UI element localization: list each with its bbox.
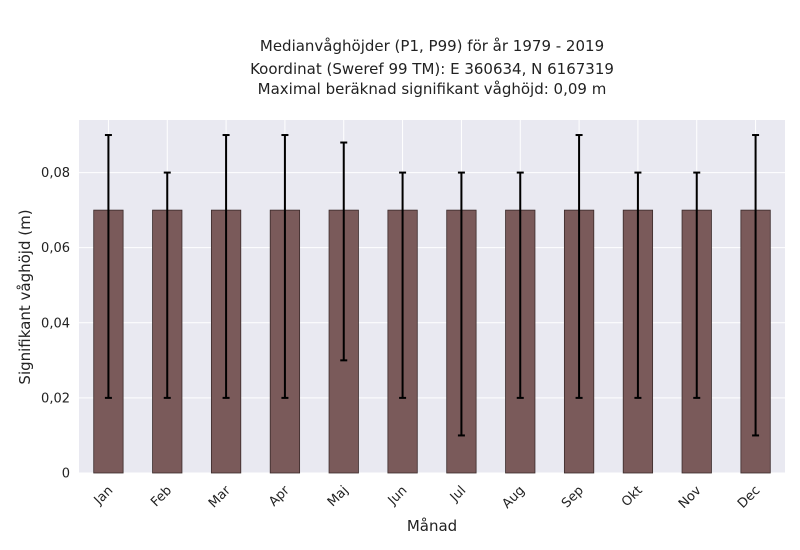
- x-tick-label: Mar: [206, 483, 234, 511]
- x-tick-label: Maj: [325, 483, 352, 510]
- x-tick-label: Dec: [735, 483, 763, 511]
- x-tick-label: Jun: [385, 483, 411, 509]
- y-tick-label: 0,04: [41, 316, 70, 331]
- error-bar-jan: [104, 134, 112, 399]
- error-bar-aug: [516, 171, 524, 399]
- y-tick-label: 0,06: [41, 241, 70, 256]
- error-bar-apr: [281, 134, 289, 399]
- error-bar-jun: [399, 171, 407, 399]
- x-axis-label: Månad: [407, 517, 457, 535]
- title-line-3: Maximal beräknad signifikant våghöjd: 0,…: [258, 80, 607, 98]
- y-axis-label: Signifikant våghöjd (m): [16, 209, 34, 384]
- error-bar-sep: [575, 134, 583, 399]
- error-bar-feb: [163, 171, 171, 399]
- plot-area: [79, 120, 785, 473]
- error-bar-nov: [693, 171, 701, 399]
- error-bar-jul: [457, 171, 465, 437]
- x-tick-label: Aug: [500, 483, 529, 512]
- x-tick-label: Sep: [559, 483, 587, 511]
- y-axis-ticks: 0 0,02 0,04 0,06 0,08: [41, 166, 70, 481]
- x-tick-label: Feb: [148, 483, 175, 510]
- y-tick-label: 0: [62, 467, 70, 482]
- error-bar-dec: [752, 134, 760, 437]
- title-line-2: Koordinat (Sweref 99 TM): E 360634, N 61…: [250, 60, 614, 78]
- error-bar-mar: [222, 134, 230, 399]
- x-axis-ticks: Jan Feb Mar Apr Maj Jun Jul Aug Sep Okt Nov Dec: [91, 483, 764, 512]
- y-tick-label: 0,08: [41, 166, 70, 181]
- x-tick-label: Jul: [447, 483, 469, 505]
- x-tick-label: Jan: [91, 483, 116, 508]
- error-bars: [104, 134, 760, 437]
- title-line-1: Medianvåghöjder (P1, P99) för år 1979 - …: [260, 37, 604, 55]
- y-tick-label: 0,02: [41, 391, 70, 406]
- x-tick-label: Apr: [266, 483, 293, 510]
- error-bar-okt: [634, 171, 642, 399]
- x-tick-label: Nov: [676, 483, 705, 512]
- x-tick-label: Okt: [619, 483, 646, 510]
- chart-title: Medianvåghöjder (P1, P99) för år 1979 - …: [250, 37, 614, 98]
- error-bar-maj: [340, 141, 348, 362]
